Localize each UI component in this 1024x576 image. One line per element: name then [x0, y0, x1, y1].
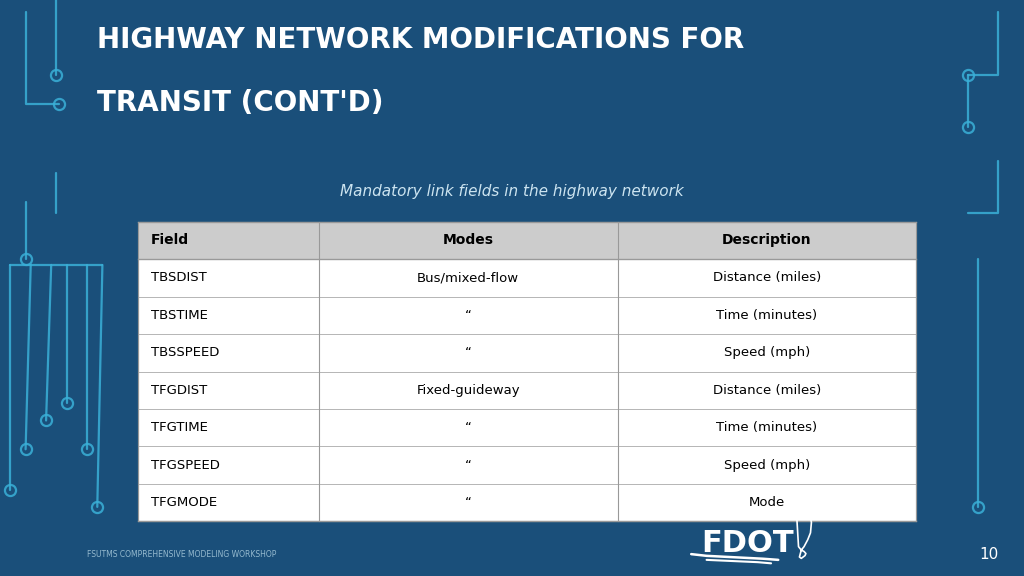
Text: Fixed-guideway: Fixed-guideway [417, 384, 520, 397]
Text: HIGHWAY NETWORK MODIFICATIONS FOR: HIGHWAY NETWORK MODIFICATIONS FOR [97, 26, 744, 54]
Text: TBSDIST: TBSDIST [151, 271, 206, 285]
Text: TFGMODE: TFGMODE [151, 496, 217, 509]
Text: “: “ [465, 458, 472, 472]
Text: Field: Field [151, 233, 188, 248]
Text: TBSSPEED: TBSSPEED [151, 346, 219, 359]
Text: Description: Description [722, 233, 812, 248]
Text: 10: 10 [979, 547, 998, 562]
Text: Time (minutes): Time (minutes) [717, 421, 817, 434]
Text: TFGTIME: TFGTIME [151, 421, 208, 434]
Text: Distance (miles): Distance (miles) [713, 384, 821, 397]
Bar [138, 222, 916, 521]
Text: Bus/mixed-flow: Bus/mixed-flow [417, 271, 519, 285]
Text: Mandatory link fields in the highway network: Mandatory link fields in the highway net… [340, 184, 684, 199]
Text: Speed (mph): Speed (mph) [724, 458, 810, 472]
Text: TFGSPEED: TFGSPEED [151, 458, 219, 472]
Text: Speed (mph): Speed (mph) [724, 346, 810, 359]
Text: TBSTIME: TBSTIME [151, 309, 208, 322]
Text: FDOT: FDOT [701, 529, 794, 558]
Text: Modes: Modes [442, 233, 494, 248]
Text: Distance (miles): Distance (miles) [713, 271, 821, 285]
Text: “: “ [465, 496, 472, 509]
Text: “: “ [465, 346, 472, 359]
Text: FSUTMS COMPREHENSIVE MODELING WORKSHOP: FSUTMS COMPREHENSIVE MODELING WORKSHOP [87, 550, 276, 559]
Text: TFGDIST: TFGDIST [151, 384, 207, 397]
Text: TRANSIT (CONT'D): TRANSIT (CONT'D) [97, 89, 384, 118]
Text: “: “ [465, 421, 472, 434]
Text: “: “ [465, 309, 472, 322]
Bar [138, 222, 916, 259]
Text: Mode: Mode [749, 496, 785, 509]
Text: Time (minutes): Time (minutes) [717, 309, 817, 322]
